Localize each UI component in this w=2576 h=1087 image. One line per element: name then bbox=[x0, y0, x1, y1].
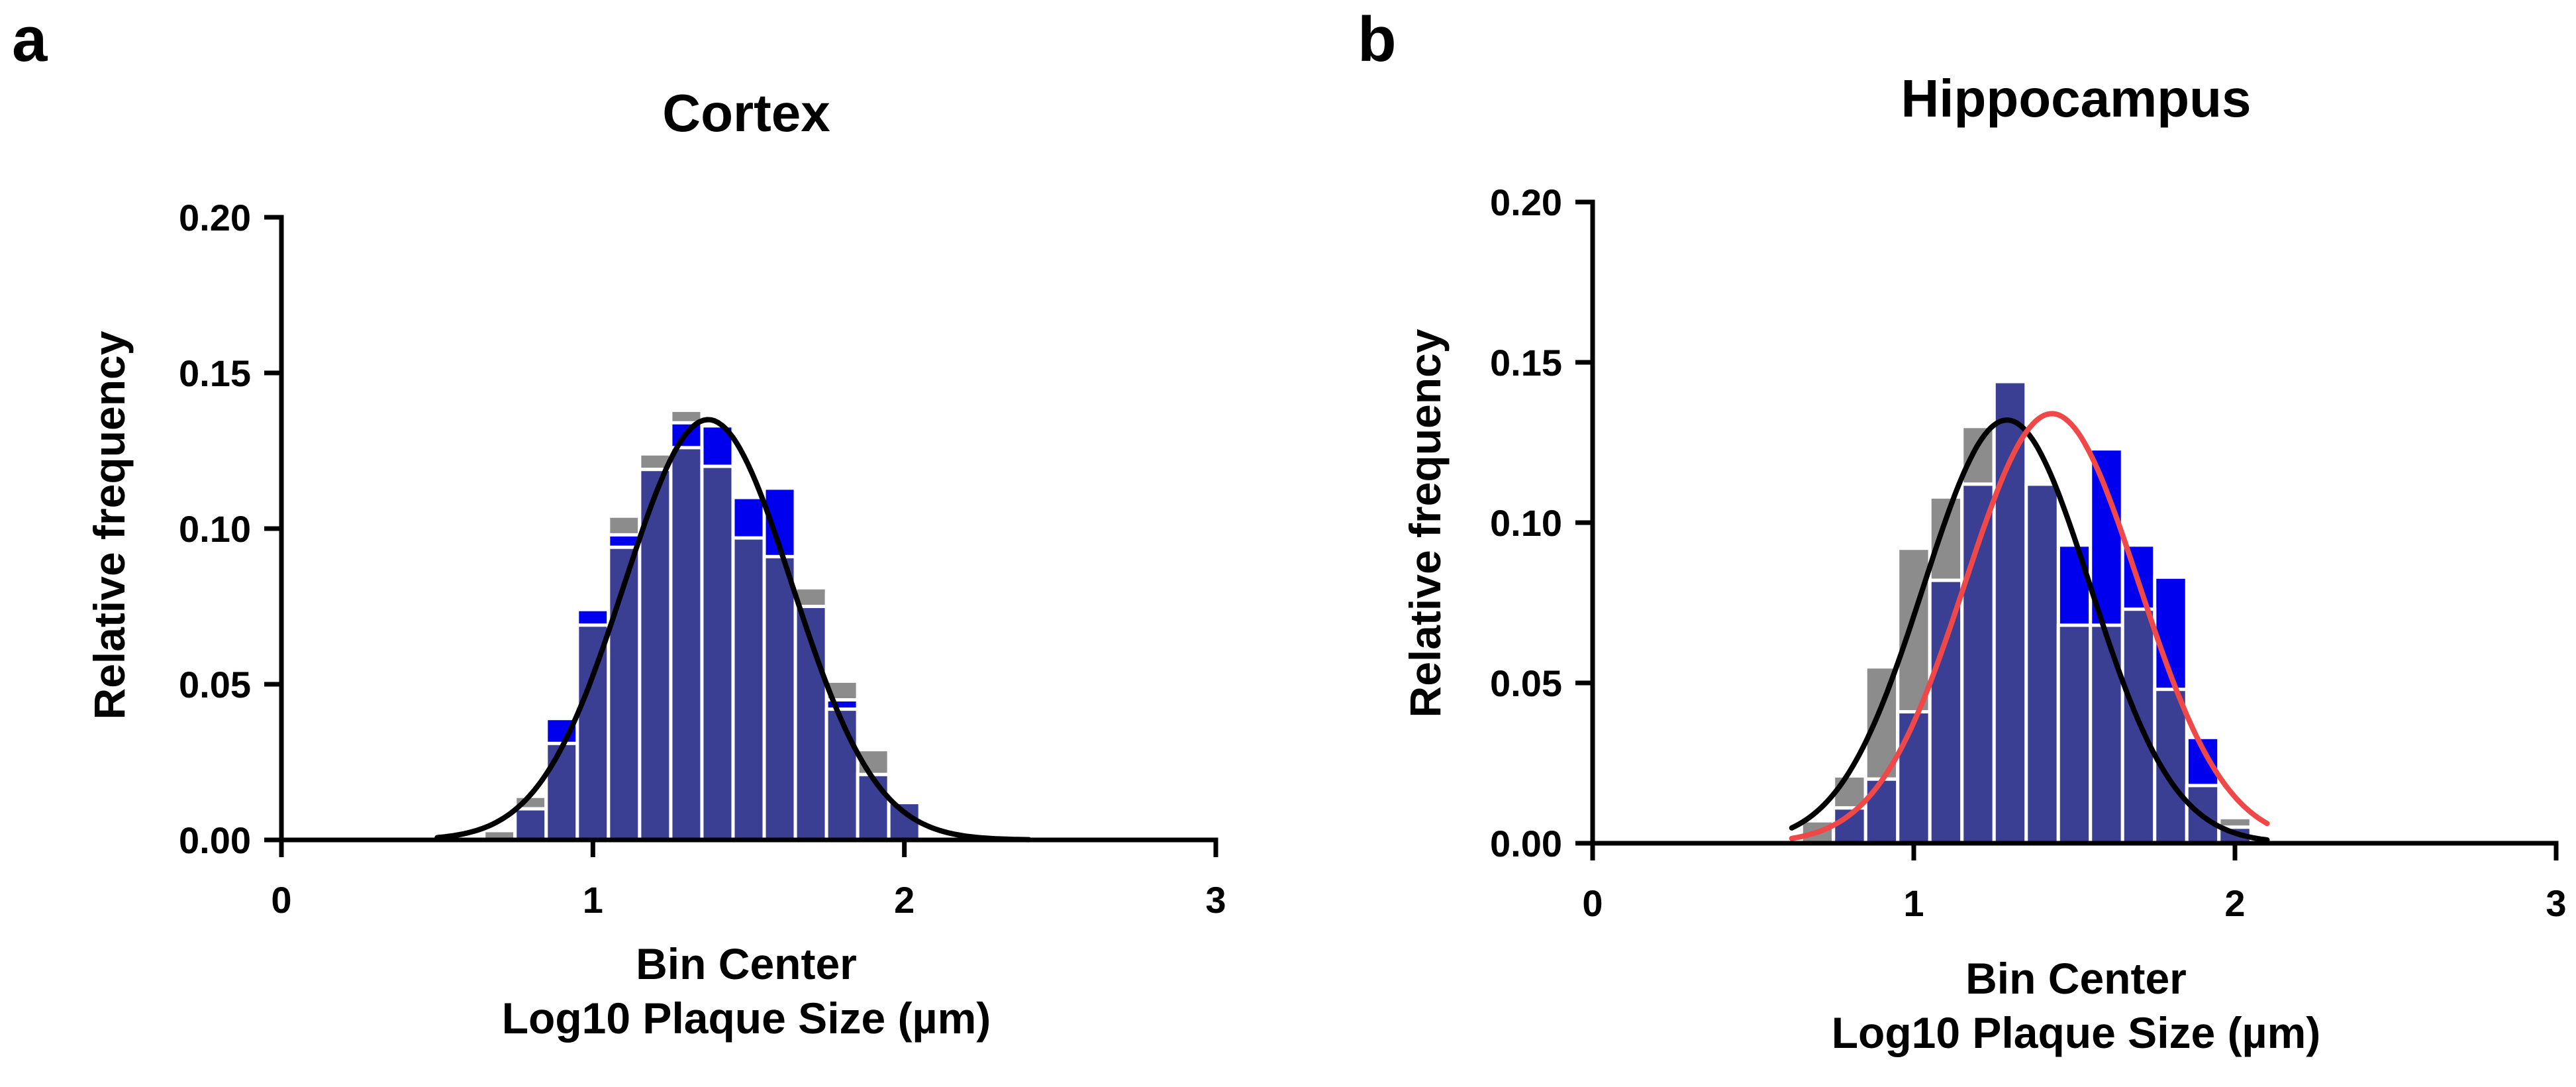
x-tick-label: 1 bbox=[1903, 882, 1924, 924]
fit-curves bbox=[434, 417, 1032, 843]
bar-series-2-bin-2 bbox=[1863, 777, 1900, 845]
y-tick-label: 0.15 bbox=[179, 352, 251, 394]
x-axis-ticks: 0 1 2 3 bbox=[271, 840, 1226, 921]
panel-cortex: a Cortex 0.00 0.05 0.10 0.15 0.20 0 1 2 3 Relat… bbox=[12, 4, 1226, 1043]
bar-series-2-bin-8 bbox=[2056, 623, 2093, 845]
bar-series-2-bin-7 bbox=[700, 464, 735, 842]
bar-series-2-bin-3 bbox=[1896, 710, 1932, 845]
bar-series-2-bin-12 bbox=[856, 772, 891, 842]
fit-curve-0 bbox=[1789, 417, 2270, 843]
y-axis-title: Relative frequency bbox=[85, 331, 134, 719]
chart-title: Hippocampus bbox=[1901, 69, 2252, 128]
y-axis-ticks: 0.00 0.05 0.10 0.15 0.20 bbox=[1490, 181, 1593, 864]
x-tick-label: 3 bbox=[2546, 882, 2566, 924]
fit-curves bbox=[1789, 411, 2270, 843]
histogram-bars bbox=[1799, 380, 2253, 845]
y-tick-label: 0.10 bbox=[1490, 502, 1562, 544]
x-tick-label: 0 bbox=[271, 879, 291, 921]
y-tick-label: 0.20 bbox=[1490, 181, 1562, 223]
x-axis-title-line-2: Log10 Plaque Size (µm) bbox=[1832, 1008, 2321, 1057]
x-tick-label: 3 bbox=[1205, 879, 1226, 921]
x-tick-label: 1 bbox=[583, 879, 603, 921]
fit-curve-1 bbox=[1789, 411, 2270, 841]
bar-series-2-bin-4 bbox=[1928, 578, 1964, 845]
y-axis-title: Relative frequency bbox=[1401, 329, 1450, 717]
y-tick-label: 0.05 bbox=[179, 664, 251, 705]
bar-series-2-bin-3 bbox=[575, 623, 611, 842]
y-axis-ticks: 0.00 0.05 0.10 0.15 0.20 bbox=[179, 197, 281, 861]
x-tick-label: 0 bbox=[1582, 882, 1603, 924]
histogram-bars bbox=[482, 408, 922, 842]
x-axis-ticks: 0 1 2 3 bbox=[1582, 843, 2567, 924]
panel-letter: b bbox=[1358, 4, 1397, 75]
bar-series-2-bin-8 bbox=[731, 536, 766, 842]
y-tick-label: 0.15 bbox=[1490, 342, 1562, 384]
bar-series-2-bin-6 bbox=[1992, 380, 2028, 845]
x-axis-title-line-2: Log10 Plaque Size (µm) bbox=[502, 994, 991, 1043]
y-tick-label: 0.10 bbox=[179, 508, 251, 550]
x-axis-title-line-1: Bin Center bbox=[1965, 954, 2187, 1003]
x-axis-title-line-1: Bin Center bbox=[636, 939, 857, 988]
bar-series-2-bin-2 bbox=[544, 741, 579, 842]
fit-curve-0 bbox=[434, 417, 1032, 843]
y-tick-label: 0.05 bbox=[1490, 662, 1562, 704]
bar-series-2-bin-1 bbox=[513, 807, 548, 842]
bar-series-2-bin-9 bbox=[2089, 623, 2124, 845]
panel-letter: a bbox=[12, 4, 48, 75]
bar-series-2-bin-9 bbox=[762, 554, 797, 842]
bar-series-2-bin-6 bbox=[669, 446, 704, 842]
bar-series-2-bin-11 bbox=[824, 707, 860, 842]
x-tick-label: 2 bbox=[894, 879, 915, 921]
x-tick-label: 2 bbox=[2224, 882, 2245, 924]
y-tick-label: 0.00 bbox=[179, 819, 251, 861]
bar-series-2-bin-7 bbox=[2024, 482, 2060, 845]
chart-title: Cortex bbox=[662, 83, 830, 142]
y-tick-label: 0.20 bbox=[179, 197, 251, 238]
y-tick-label: 0.00 bbox=[1490, 823, 1562, 864]
